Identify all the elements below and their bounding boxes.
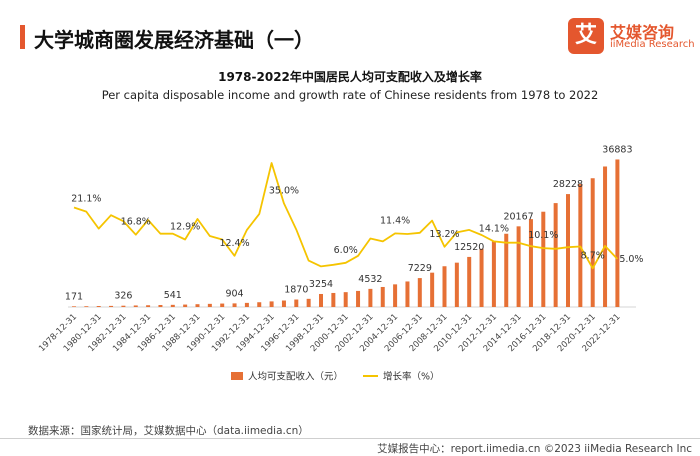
- income-data-label: 541: [164, 290, 182, 301]
- logo-name-cn: 艾媒咨询: [610, 23, 675, 42]
- income-data-label: 326: [114, 291, 132, 302]
- income-bar: [84, 306, 89, 307]
- income-bar: [220, 303, 225, 307]
- income-data-label: 1870: [284, 285, 308, 296]
- income-bar: [146, 305, 151, 307]
- data-source-note: 数据来源：国家统计局，艾媒数据中心（data.iimedia.cn）: [28, 425, 309, 437]
- income-bar: [393, 284, 398, 307]
- income-data-label: 904: [225, 288, 243, 299]
- chart-title: 1978-2022年中国居民人均可支配收入及增长率: [218, 70, 482, 84]
- income-bar: [109, 305, 114, 307]
- footer-text: 艾媒报告中心：report.iimedia.cn ©2023 iiMedia R…: [377, 443, 692, 455]
- income-bar: [603, 166, 608, 307]
- title-accent-bar: [20, 25, 25, 49]
- income-bar: [553, 203, 558, 307]
- income-bar: [121, 305, 126, 307]
- income-data-label: 28228: [553, 179, 583, 190]
- growth-data-label: 21.1%: [71, 194, 101, 205]
- income-bar: [232, 303, 237, 307]
- logo-mark-icon: 艾: [568, 18, 604, 54]
- page-title: 大学城商圈发展经济基础（一）: [34, 28, 314, 52]
- legend-income-label: 人均可支配收入（元）: [248, 371, 343, 383]
- iimedia-logo: 艾 艾媒咨询 iiMedia Research: [568, 18, 695, 56]
- income-bar: [504, 233, 509, 307]
- income-bar: [356, 290, 361, 307]
- income-bar: [72, 306, 76, 307]
- income-bar: [257, 302, 262, 307]
- income-bar: [454, 262, 459, 307]
- income-data-label: 4532: [358, 274, 382, 285]
- income-bar: [405, 281, 410, 307]
- income-bar: [294, 299, 299, 307]
- income-bar: [590, 178, 595, 307]
- income-bar: [269, 301, 274, 307]
- income-data-label: 20167: [503, 211, 533, 222]
- income-data-label: 36883: [602, 144, 632, 155]
- income-bar: [380, 286, 385, 307]
- income-data-label: 7229: [408, 263, 432, 274]
- income-bar: [578, 184, 583, 307]
- income-bar: [541, 211, 546, 307]
- income-bar: [442, 266, 447, 307]
- income-bar: [96, 306, 101, 307]
- legend-growth-label: 增长率（%）: [383, 371, 440, 383]
- income-bar: [343, 292, 348, 307]
- chart-subtitle: Per capita disposable income and growth …: [101, 88, 599, 102]
- growth-data-label: 5.0%: [619, 254, 643, 265]
- income-bar: [170, 304, 175, 307]
- logo-name-en: iiMedia Research: [610, 39, 695, 50]
- income-bar: [516, 226, 521, 307]
- growth-data-label: 12.4%: [219, 238, 249, 249]
- income-bar: [566, 194, 570, 307]
- income-bar: [133, 305, 138, 307]
- income-bar: [491, 240, 496, 307]
- income-bar: [207, 303, 212, 307]
- income-bar: [430, 272, 435, 307]
- income-bar: [158, 305, 163, 307]
- growth-data-label: 35.0%: [269, 185, 299, 196]
- income-bar: [244, 302, 249, 307]
- income-bar: [479, 248, 484, 307]
- income-bar: [417, 278, 422, 307]
- growth-data-label: 8.7%: [581, 250, 605, 261]
- growth-data-label: 16.8%: [121, 217, 151, 228]
- growth-data-label: 12.9%: [170, 221, 200, 232]
- footer-divider: [0, 438, 700, 439]
- income-bar: [195, 304, 200, 307]
- income-data-label: 171: [65, 291, 83, 302]
- income-bar: [306, 298, 311, 307]
- income-data-label: 3254: [309, 279, 333, 290]
- legend-bar-swatch-icon: [231, 372, 243, 380]
- income-bar: [319, 293, 323, 307]
- growth-rate-line: [73, 162, 619, 270]
- growth-data-label: 14.1%: [479, 223, 509, 234]
- growth-data-label: 13.2%: [429, 229, 459, 240]
- income-bar: [368, 288, 373, 307]
- growth-data-label: 6.0%: [334, 245, 358, 256]
- income-data-label: 12520: [454, 242, 484, 253]
- income-bar: [528, 219, 533, 307]
- income-bar: [183, 304, 188, 307]
- income-bar: [615, 159, 620, 307]
- growth-data-label: 10.1%: [528, 230, 558, 241]
- income-bar: [467, 256, 472, 307]
- income-bar: [281, 300, 286, 307]
- income-bar: [331, 292, 336, 307]
- growth-data-label: 11.4%: [380, 215, 410, 226]
